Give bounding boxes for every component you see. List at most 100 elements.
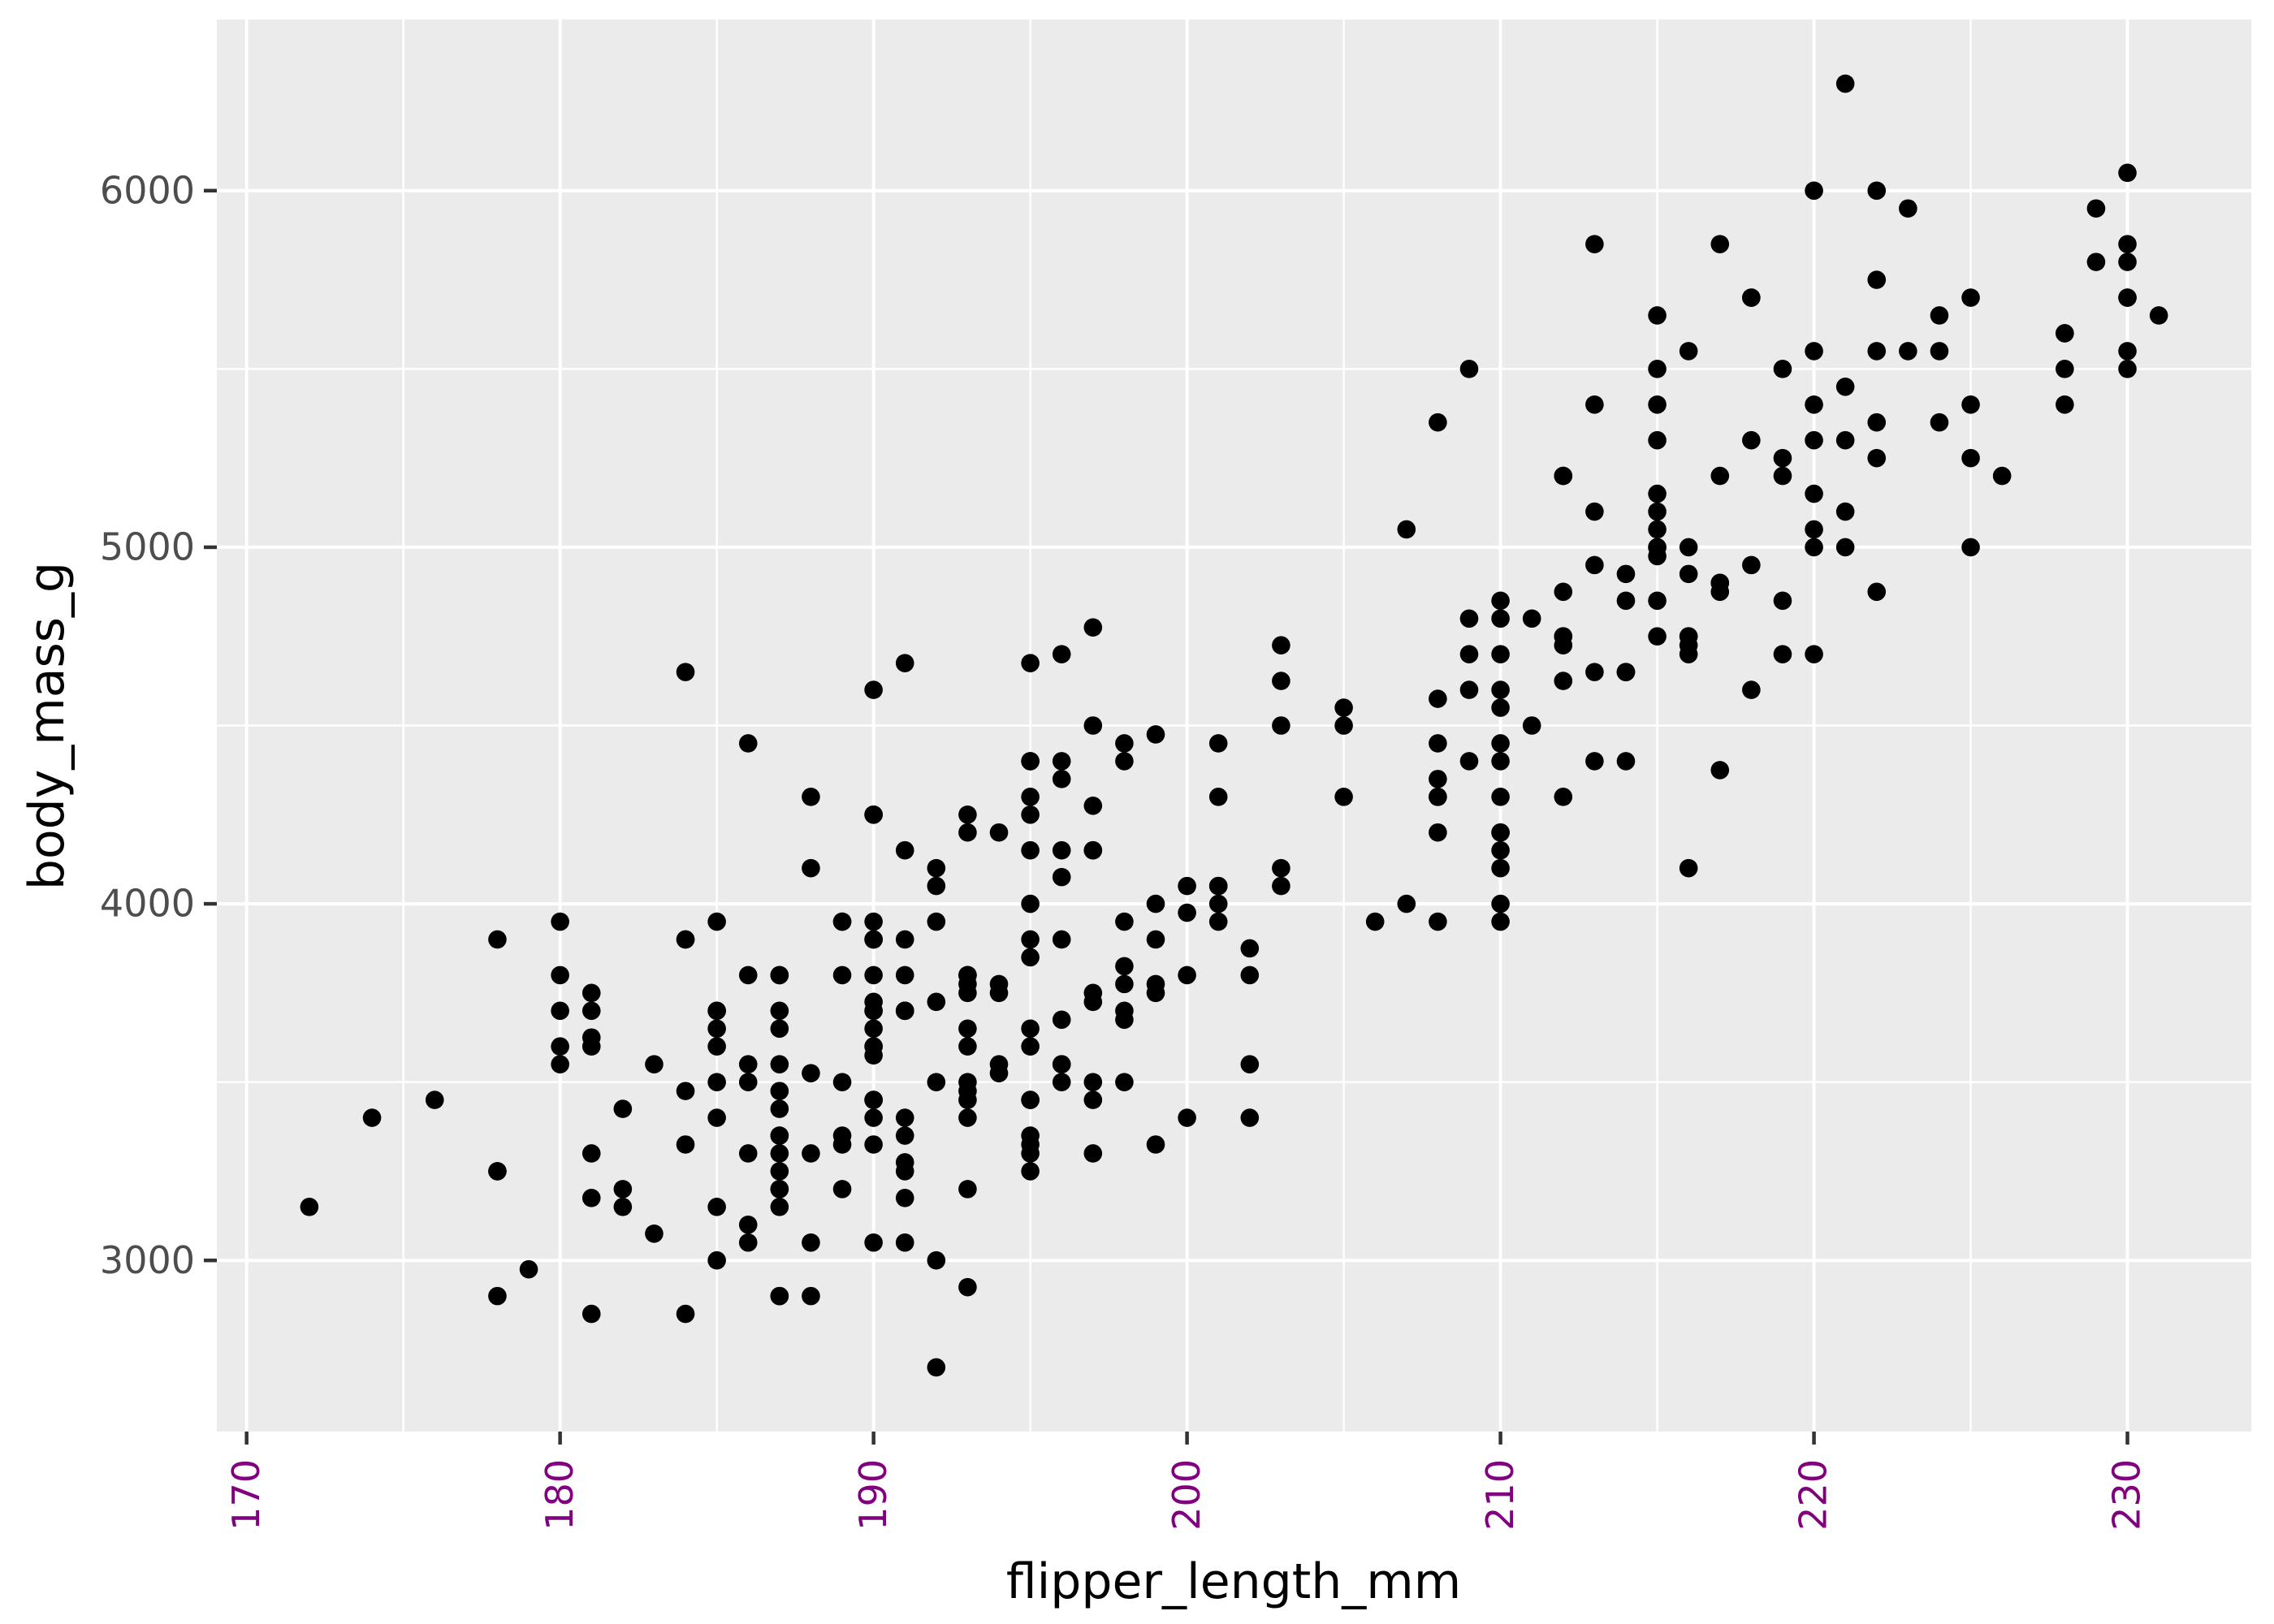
data-point [927,876,946,896]
data-point [676,1082,695,1100]
data-point [1083,618,1103,637]
data-point [1648,395,1667,414]
data-point [738,1233,758,1252]
data-point [1710,761,1730,780]
data-point [1397,894,1416,914]
data-point [1021,894,1040,914]
data-point [770,1286,789,1306]
x-tick-label: 170 [224,1459,268,1531]
data-point [676,930,695,949]
data-point [488,930,507,949]
y-tick-label: 4000 [100,882,195,926]
data-point [1021,805,1040,824]
data-point [1742,288,1761,307]
data-point [864,805,883,824]
data-point [676,1135,695,1154]
data-point [2118,235,2137,253]
data-point [895,654,914,672]
data-point [551,965,569,985]
data-point [864,965,883,985]
data-point [645,1055,664,1073]
y-tick-label: 5000 [100,525,195,569]
data-point [1648,484,1667,503]
data-point [770,1055,789,1073]
data-point [1083,840,1103,860]
data-point [1365,912,1385,931]
data-point [707,1198,726,1216]
data-point [1867,342,1887,361]
data-point [1272,636,1290,654]
data-point [958,1019,977,1039]
data-point [1930,342,1949,361]
data-point [1208,912,1228,931]
data-point [1491,912,1510,931]
data-point [1554,672,1573,690]
data-point [1835,74,1855,93]
data-point [1835,538,1855,557]
data-point [1961,288,1980,307]
data-point [989,823,1009,842]
data-point [1930,306,1949,325]
data-point [958,1037,977,1056]
data-point [895,965,914,985]
data-point [1585,663,1604,681]
data-point [1052,752,1071,771]
data-point [1240,1108,1260,1127]
data-point [1115,752,1134,771]
data-point [551,1001,569,1021]
data-point [1899,199,1917,218]
data-point [1115,1010,1134,1030]
data-point [1773,448,1792,468]
data-point [1429,823,1447,842]
data-point [1585,395,1604,414]
data-point [1491,645,1510,663]
data-point [927,858,946,878]
data-point [1585,235,1604,253]
data-point [1805,645,1823,663]
data-point [362,1108,382,1127]
data-point [613,1099,633,1118]
data-point [1648,430,1667,450]
data-point [895,1189,914,1207]
data-point [1867,448,1887,468]
data-points [300,74,2168,1377]
data-point [1554,466,1573,486]
data-point [1961,448,1980,468]
data-point [1773,360,1792,378]
data-point [1021,948,1040,967]
data-point [1021,654,1040,672]
data-point [1272,672,1290,690]
data-point [581,983,601,1003]
data-point [895,1162,914,1181]
data-point [958,805,977,824]
data-point [1429,689,1447,708]
data-point [551,912,569,931]
data-point [1491,698,1510,717]
data-point [707,1019,726,1039]
data-point [1805,342,1823,361]
data-point [1585,555,1604,575]
data-point [1208,894,1228,914]
data-point [864,680,883,699]
data-point [864,930,883,949]
data-point [1429,412,1447,432]
data-point [770,1019,789,1039]
data-point [770,1162,789,1181]
data-point [1083,983,1103,1003]
data-point [707,1037,726,1056]
data-point [864,1135,883,1154]
data-point [1679,342,1698,361]
data-point [1710,582,1730,602]
data-point [1021,788,1040,806]
data-point [613,1180,633,1199]
data-point [1115,734,1134,753]
y-tick-label: 3000 [100,1238,195,1282]
data-point [864,992,883,1012]
data-point [1146,930,1165,949]
data-point [581,1001,601,1021]
data-point [1679,564,1698,584]
data-point [1491,788,1510,806]
data-point [1052,645,1071,663]
data-point [832,965,852,985]
